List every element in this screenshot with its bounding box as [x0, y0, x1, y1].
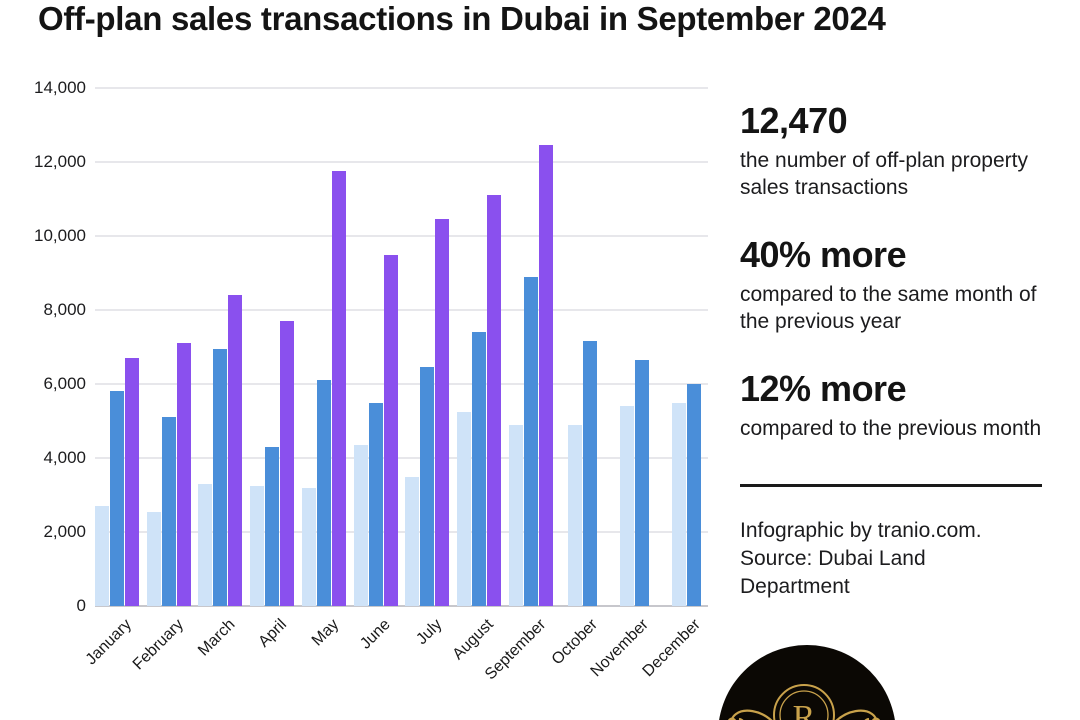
bar-blue-july — [420, 367, 435, 606]
bar-blue-september — [523, 276, 538, 606]
y-axis-label: 8,000 — [43, 300, 86, 319]
x-axis-label-text: June — [357, 616, 394, 653]
bar-light-blue-december — [671, 402, 686, 606]
bar-blue-october — [583, 341, 598, 606]
divider — [740, 484, 1042, 488]
bar-light-blue-february — [146, 511, 161, 606]
y-axis-label: 6,000 — [43, 374, 86, 393]
y-axis-label: 2,000 — [43, 522, 86, 541]
x-axis-label-text: August — [449, 616, 498, 664]
y-axis: 0 2,000 4,000 6,000 8,000 10,000 12,000 14,000 — [0, 78, 86, 615]
stat-value: 12,470 — [740, 100, 848, 141]
x-axis-label-text: March — [195, 616, 239, 660]
bar-light-blue-november — [619, 406, 634, 606]
gridline — [95, 309, 708, 311]
gridline — [95, 531, 708, 533]
x-axis-label-text: January — [82, 616, 136, 669]
bar-group-january — [95, 88, 139, 606]
bar-light-blue-march — [198, 483, 213, 606]
y-axis-label: 4,000 — [43, 448, 86, 467]
bar-blue-december — [686, 384, 701, 606]
bar-group-september — [508, 88, 553, 606]
bar-purple-june — [383, 255, 398, 606]
stat-value: 12% more — [740, 368, 907, 410]
bar-blue-february — [161, 417, 176, 606]
bar-purple-april — [280, 321, 295, 606]
bar-purple-january — [125, 358, 139, 606]
bar-group-august — [457, 88, 502, 606]
logo-letter: R — [793, 699, 816, 720]
bar-light-blue-july — [405, 476, 420, 606]
bar-blue-april — [265, 446, 280, 606]
bar-purple-february — [176, 343, 191, 606]
bar-group-april — [250, 88, 295, 606]
bar-light-blue-april — [250, 485, 265, 606]
bar-light-blue-september — [508, 424, 523, 606]
y-axis-label: 10,000 — [34, 226, 86, 245]
bar-group-february — [146, 88, 191, 606]
plot-area — [95, 87, 708, 607]
stat-description: the number of off-plan property sales tr… — [740, 148, 1028, 199]
stat-yearly-change: 40% more compared to the same month of t… — [740, 235, 1048, 335]
stat-value: 40% more — [740, 234, 907, 276]
bar-group-june — [353, 88, 398, 606]
stat-transactions: 12,470 the number of off-plan property s… — [740, 101, 1048, 201]
y-axis-label: 0 — [76, 596, 86, 615]
bar-light-blue-october — [568, 424, 583, 606]
gridline — [95, 161, 708, 163]
stats-panel: 12,470 the number of off-plan property s… — [740, 101, 1048, 601]
x-axis-label-text: May — [308, 616, 342, 650]
bar-light-blue-june — [353, 445, 368, 606]
bar-group-october — [561, 88, 605, 606]
gridline — [95, 457, 708, 459]
stat-monthly-change: 12% more compared to the previous month — [740, 369, 1048, 442]
bar-purple-august — [487, 195, 502, 606]
x-axis-line — [95, 605, 708, 607]
page-title: Off-plan sales transactions in Dubai in … — [38, 0, 886, 37]
bar-purple-march — [228, 295, 243, 606]
y-axis-label: 12,000 — [34, 152, 86, 171]
bar-blue-august — [472, 332, 487, 606]
bar-blue-may — [316, 380, 331, 606]
x-axis-label-text: April — [255, 616, 291, 651]
bar-light-blue-january — [95, 506, 109, 606]
bar-group-march — [198, 88, 243, 606]
x-axis-label-text: February — [129, 616, 187, 674]
bar-blue-march — [213, 348, 228, 606]
x-axis-label-text: July — [413, 616, 446, 649]
gridline — [95, 235, 708, 237]
bar-group-may — [301, 88, 346, 606]
bar-blue-november — [634, 359, 649, 606]
stat-description: compared to the previous month — [740, 416, 1042, 440]
bar-blue-january — [110, 391, 124, 606]
bar-light-blue-may — [301, 487, 316, 606]
bar-group-july — [405, 88, 450, 606]
credit-text: Infographic by tranio.com. Source: Dubai… — [740, 519, 982, 599]
gridline — [95, 383, 708, 385]
brand-logo-graphic: R — [719, 645, 895, 720]
stat-description: compared to the same month of the previo… — [740, 282, 1037, 334]
bar-group-november — [612, 88, 656, 606]
bar-light-blue-august — [457, 411, 472, 606]
gridline — [95, 87, 708, 89]
y-axis-label: 14,000 — [34, 78, 86, 97]
brand-logo: R — [718, 645, 896, 720]
bar-purple-september — [538, 144, 553, 606]
bar-purple-july — [435, 219, 450, 606]
bar-group-december — [664, 88, 708, 606]
bar-blue-june — [368, 402, 383, 606]
bar-purple-may — [331, 171, 346, 606]
